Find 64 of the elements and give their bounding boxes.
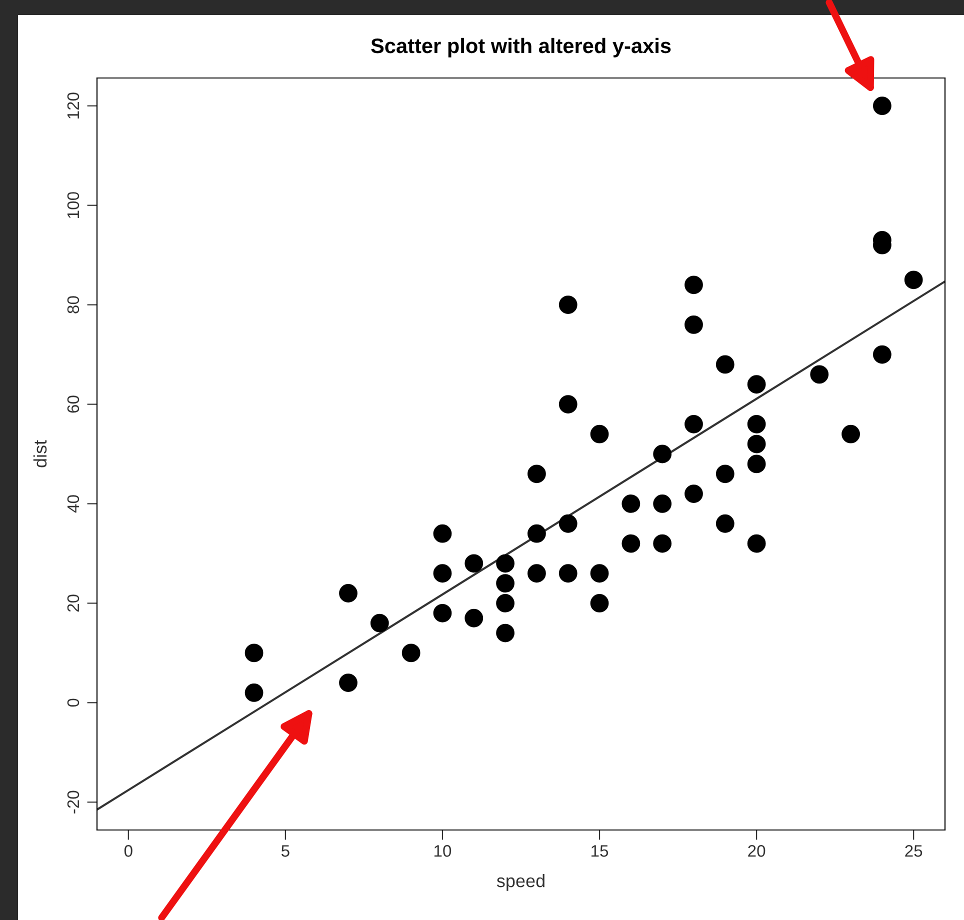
point [558, 395, 578, 414]
y-tick-label: 20 [67, 594, 80, 612]
point [464, 608, 484, 628]
point [496, 594, 514, 612]
point [684, 276, 703, 294]
point [872, 96, 892, 116]
point [716, 355, 734, 374]
y-tick-label: 60 [67, 396, 80, 413]
x-tick-label: 25 [905, 845, 922, 857]
point [590, 564, 609, 583]
point [528, 564, 546, 583]
x-tick-label: 15 [592, 845, 608, 857]
y-tick-label: 80 [67, 296, 80, 314]
point [842, 424, 860, 444]
y-tick-label: 0 [67, 698, 80, 707]
point [244, 644, 264, 662]
point [496, 574, 514, 593]
point [402, 644, 420, 662]
x-tick-label: 10 [434, 845, 452, 857]
point [747, 434, 766, 454]
y-tick-label: 40 [67, 495, 80, 513]
point [339, 584, 358, 602]
point [653, 534, 672, 553]
y-tick-label: -20 [67, 790, 80, 814]
point [433, 564, 452, 583]
point [558, 296, 578, 314]
x-tick-label: 5 [281, 845, 290, 857]
x-axis-title: speed [496, 874, 544, 891]
point [370, 614, 389, 632]
point [558, 514, 578, 533]
point [810, 365, 829, 384]
point [339, 674, 358, 692]
point [747, 534, 766, 553]
point [684, 414, 703, 434]
point [653, 494, 672, 513]
point [622, 534, 640, 553]
point [496, 554, 514, 573]
point [716, 464, 734, 484]
x-tick-label: 20 [748, 845, 766, 857]
y-tick-label: 120 [67, 92, 80, 118]
point [747, 375, 766, 394]
point [653, 444, 672, 464]
point [590, 594, 609, 612]
y-axis-title: dist [33, 440, 47, 468]
point [433, 604, 452, 622]
y-tick-label: 100 [67, 192, 80, 218]
point [244, 684, 264, 702]
x-tick-label: 0 [124, 845, 132, 857]
point [872, 345, 892, 364]
point [464, 554, 484, 573]
point [433, 524, 452, 543]
point [716, 514, 734, 533]
point [684, 315, 703, 334]
chart-title: Scatter plot with altered y-axis [371, 38, 671, 58]
point [904, 270, 923, 290]
point [622, 494, 640, 513]
point [684, 484, 703, 503]
point [590, 424, 609, 444]
point [528, 464, 546, 484]
point [528, 524, 546, 543]
point [747, 454, 766, 474]
point [558, 564, 578, 583]
point [496, 624, 514, 642]
point [747, 414, 766, 434]
